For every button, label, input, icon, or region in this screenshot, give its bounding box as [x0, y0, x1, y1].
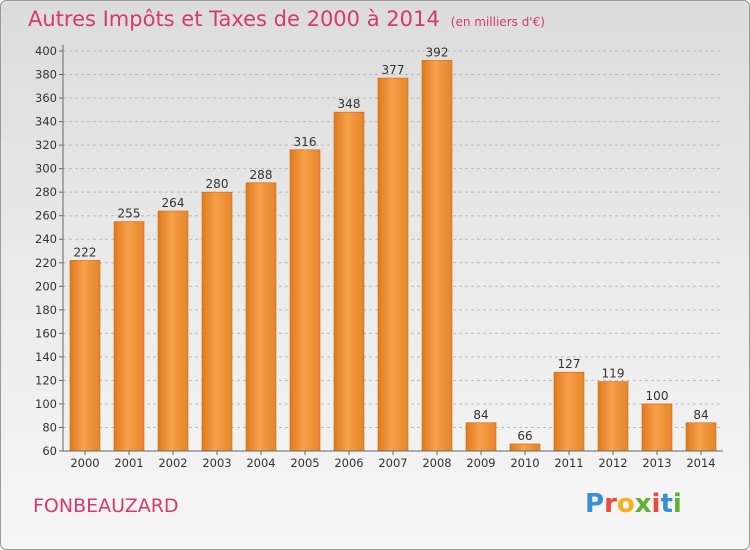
- value-label: 264: [162, 196, 185, 210]
- value-label: 222: [74, 245, 97, 259]
- axes: 60 80 100 120 140 160 180 200 220 240 260 280 300 320…: [35, 44, 723, 470]
- bar-2007: [377, 77, 409, 452]
- value-label: 84: [473, 408, 488, 422]
- y-tick-label: 80: [42, 420, 57, 434]
- logo-letter: i: [651, 489, 661, 519]
- value-label: 119: [602, 367, 625, 381]
- bar-2014: [685, 422, 717, 452]
- value-label: 280: [206, 177, 229, 191]
- x-tick-label: 2001: [114, 456, 143, 470]
- logo-letter: r: [604, 489, 617, 519]
- bar-2011: [553, 371, 585, 452]
- bar-2008: [421, 60, 453, 452]
- y-tick-label: 200: [35, 279, 57, 293]
- x-tick-label: 2009: [466, 456, 495, 470]
- y-tick-label: 340: [35, 115, 57, 129]
- y-tick-label: 360: [35, 91, 57, 105]
- logo-letter: o: [616, 489, 635, 519]
- title-row: Autres Impôts et Taxes de 2000 à 2014 (e…: [28, 7, 545, 31]
- x-tick-label: 2008: [422, 456, 451, 470]
- x-tick-label: 2004: [246, 456, 275, 470]
- commune-name: FONBEAUZARD: [33, 495, 179, 517]
- bar-2012: [597, 381, 629, 452]
- logo-letter: x: [634, 489, 652, 519]
- x-tick-label: 2003: [202, 456, 231, 470]
- y-tick-label: 320: [35, 138, 57, 152]
- y-tick-label: 240: [35, 232, 57, 246]
- y-tick-label: 400: [35, 44, 57, 58]
- logo-letter: i: [672, 489, 682, 519]
- y-tick-label: 140: [35, 350, 57, 364]
- bar-2002: [157, 210, 189, 452]
- value-label: 100: [646, 389, 669, 403]
- value-label: 288: [250, 168, 273, 182]
- x-tick-label: 2014: [686, 456, 715, 470]
- x-tick-label: 2000: [70, 456, 99, 470]
- y-tick-label: 380: [35, 68, 57, 82]
- y-tick-label: 300: [35, 162, 57, 176]
- x-tick-label: 2011: [554, 456, 583, 470]
- value-label: 316: [294, 135, 317, 149]
- logo-letter: P: [585, 489, 605, 519]
- bars: [69, 60, 717, 452]
- proxiti-logo[interactable]: Proxiti: [585, 489, 682, 519]
- x-tick-label: 2010: [510, 456, 539, 470]
- x-tick-label: 2012: [598, 456, 627, 470]
- y-tick-label: 60: [42, 444, 57, 458]
- bar-2003: [201, 191, 233, 452]
- x-tick-label: 2005: [290, 456, 319, 470]
- bar-2010: [509, 443, 541, 452]
- y-tick-label: 120: [35, 373, 57, 387]
- value-label: 377: [382, 63, 405, 77]
- value-label: 66: [517, 429, 532, 443]
- bar-2005: [289, 149, 321, 452]
- x-tick-label: 2013: [642, 456, 671, 470]
- y-tick-label: 260: [35, 209, 57, 223]
- bar-2009: [465, 422, 497, 452]
- bar-2001: [113, 221, 145, 452]
- value-label: 348: [338, 97, 361, 111]
- y-tick-label: 220: [35, 256, 57, 270]
- y-tick-label: 100: [35, 397, 57, 411]
- value-label: 392: [426, 45, 449, 59]
- bar-2013: [641, 403, 673, 452]
- value-label: 127: [558, 357, 581, 371]
- x-tick-label: 2007: [378, 456, 407, 470]
- y-tick-label: 160: [35, 326, 57, 340]
- value-labels: 222 255 264 280 288 316 348 377 392 84 66 127 119 100…: [74, 45, 709, 443]
- value-label: 255: [118, 207, 141, 221]
- bar-2004: [245, 182, 277, 452]
- x-tick-label: 2006: [334, 456, 363, 470]
- value-label: 84: [693, 408, 708, 422]
- bar-2006: [333, 111, 365, 452]
- chart-subtitle: (en milliers d'€): [450, 15, 545, 29]
- logo-letter: t: [660, 489, 673, 519]
- chart-title: Autres Impôts et Taxes de 2000 à 2014: [28, 7, 440, 31]
- y-tick-label: 280: [35, 185, 57, 199]
- y-tick-label: 180: [35, 303, 57, 317]
- x-tick-label: 2002: [158, 456, 187, 470]
- bar-2000: [69, 260, 101, 452]
